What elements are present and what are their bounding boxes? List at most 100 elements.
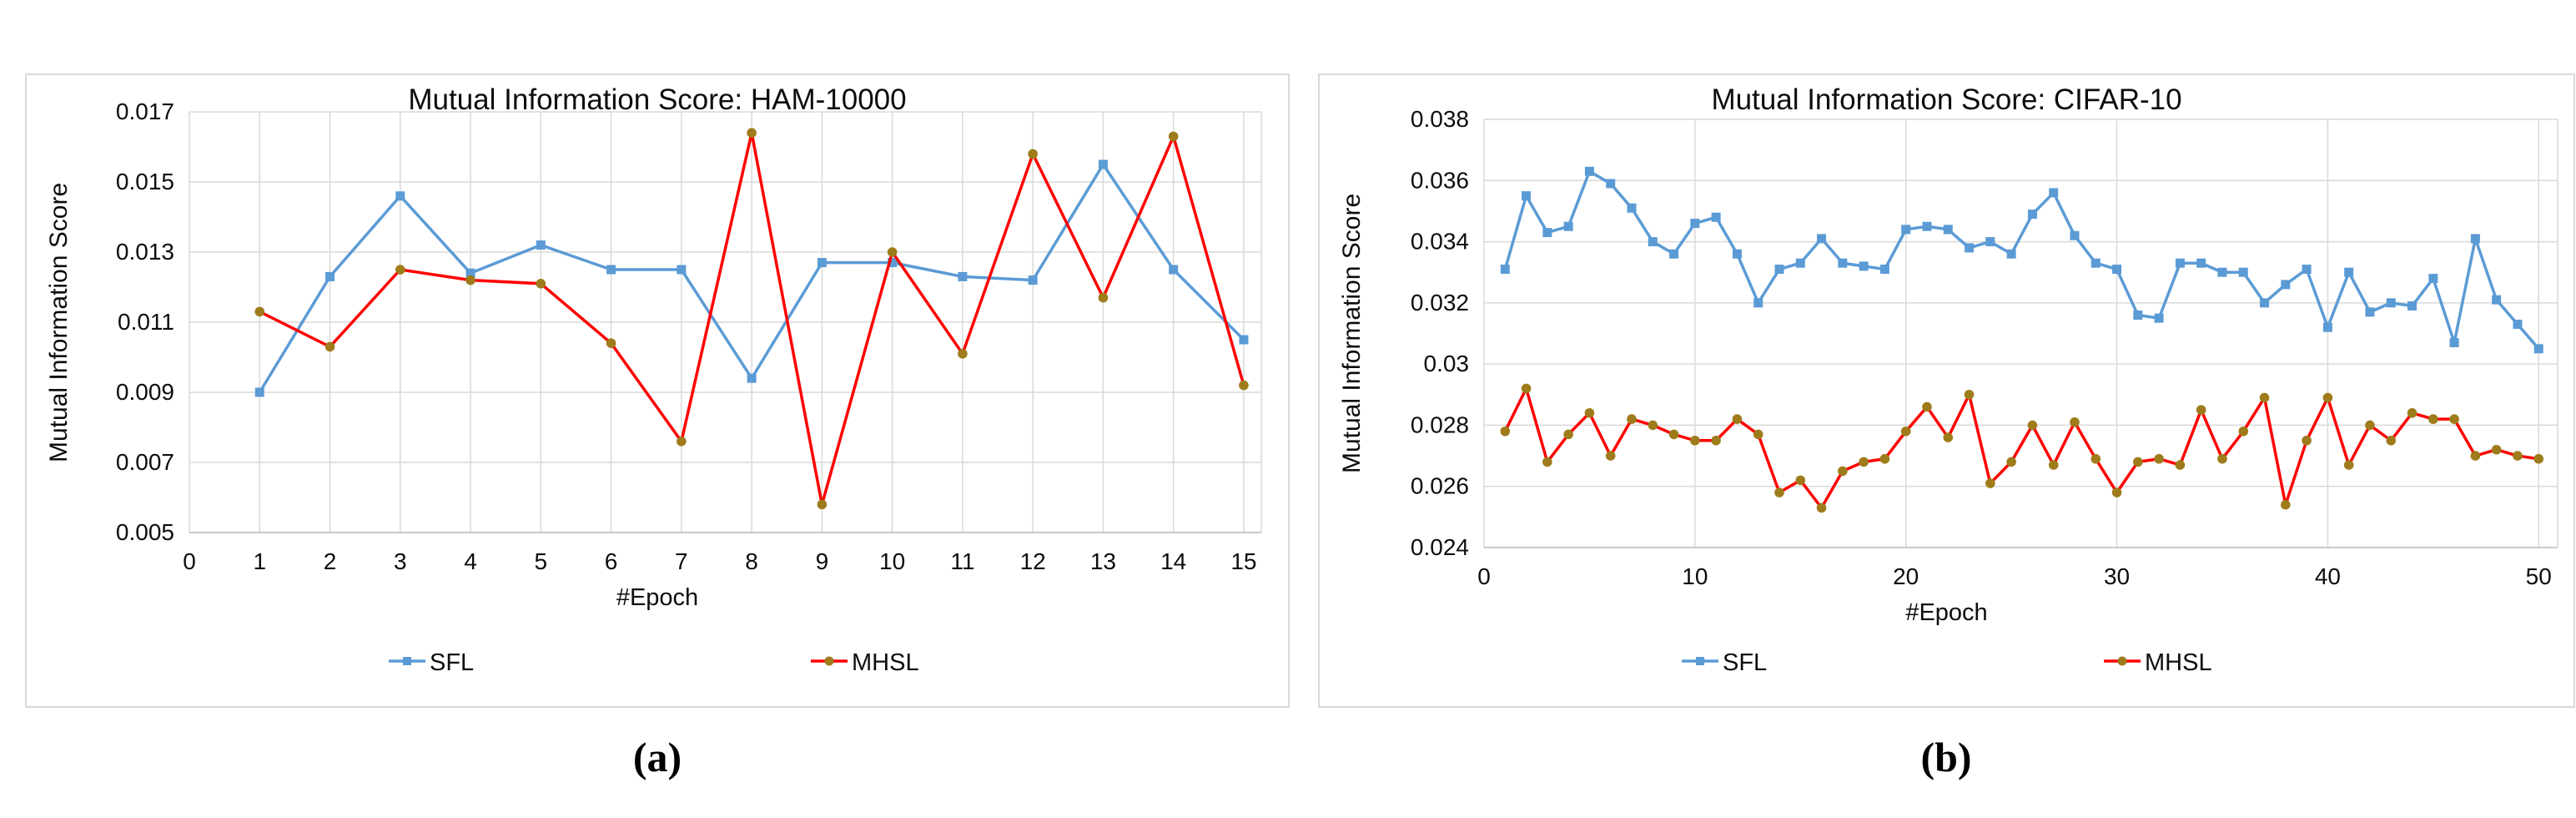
y-tick-label: 0.03 <box>1424 351 1470 376</box>
data-point <box>1711 212 1721 222</box>
y-tick-label: 0.005 <box>116 519 174 545</box>
data-point <box>1753 298 1763 308</box>
data-point <box>1732 249 1742 259</box>
y-tick-label: 0.017 <box>116 98 174 124</box>
x-tick-label: 6 <box>605 548 618 574</box>
data-point <box>2260 298 2270 308</box>
data-point <box>2322 392 2333 403</box>
data-point <box>2513 451 2523 461</box>
data-point <box>1584 166 1594 176</box>
chart-title: Mutual Information Score: CIFAR-10 <box>1711 83 2182 116</box>
sfl-series <box>254 159 1249 397</box>
data-point <box>1606 179 1616 189</box>
x-tick-label: 0 <box>183 548 196 574</box>
data-point <box>254 387 264 397</box>
mhsl-series <box>1500 383 2544 513</box>
y-tick-label: 0.026 <box>1411 473 1469 499</box>
y-axis-title: Mutual Information Score <box>45 182 73 462</box>
data-point <box>1669 249 1679 259</box>
data-point <box>2343 460 2354 470</box>
data-point <box>1239 335 1249 345</box>
data-point <box>2006 249 2016 259</box>
data-point <box>958 271 968 281</box>
data-point <box>1879 453 1890 464</box>
data-point <box>1500 426 1511 437</box>
data-point <box>1028 149 1038 159</box>
data-point <box>2365 420 2375 431</box>
data-point <box>2070 230 2080 240</box>
data-point <box>606 265 616 275</box>
data-point <box>606 338 616 349</box>
data-point <box>1542 457 1552 467</box>
data-point <box>1584 407 1595 418</box>
data-point <box>1169 265 1179 275</box>
data-point <box>2048 460 2059 470</box>
x-tick-label: 30 <box>2104 563 2130 589</box>
data-point <box>747 128 757 138</box>
data-point <box>2175 460 2186 470</box>
data-point <box>1028 275 1038 285</box>
data-point <box>1239 380 1249 391</box>
x-tick-label: 15 <box>1230 548 1256 574</box>
data-point <box>1816 502 1827 513</box>
data-point <box>2344 267 2354 277</box>
data-point <box>1859 261 1869 271</box>
data-point <box>2322 322 2332 332</box>
data-point <box>1985 237 1995 247</box>
data-point <box>465 275 475 285</box>
y-tick-label: 0.036 <box>1411 167 1469 193</box>
x-tick-label: 4 <box>464 548 477 574</box>
x-tick-labels: 0 1 2 3 4 5 6 7 8 9 10 11 12 13 14 15 <box>183 548 1256 574</box>
y-tick-label: 0.034 <box>1411 229 1469 255</box>
data-point <box>677 265 687 275</box>
data-point <box>2112 265 2122 275</box>
data-point <box>1563 221 1573 231</box>
data-point <box>1859 457 1869 467</box>
plot-frame <box>1483 119 2558 548</box>
data-point <box>254 306 265 317</box>
data-point <box>2386 298 2396 308</box>
data-point <box>2513 320 2523 330</box>
x-tick-label: 20 <box>1893 563 1919 589</box>
data-point <box>536 279 546 289</box>
data-point <box>677 437 687 447</box>
x-tick-label: 10 <box>879 548 905 574</box>
x-tick-label: 50 <box>2526 563 2552 589</box>
data-point <box>1668 429 1679 440</box>
x-tick-label: 3 <box>394 548 407 574</box>
data-point <box>1605 451 1616 461</box>
mhsl-series <box>254 128 1249 510</box>
data-point <box>465 268 475 278</box>
x-tick-label: 13 <box>1090 548 1116 574</box>
data-point <box>325 341 335 352</box>
y-tick-label: 0.024 <box>1411 534 1469 560</box>
gridlines <box>189 111 1261 533</box>
data-point <box>1522 191 1532 201</box>
data-point <box>1879 265 1889 275</box>
data-point <box>1711 435 1721 446</box>
x-tick-label: 14 <box>1160 548 1186 574</box>
data-point <box>2533 344 2543 354</box>
data-point <box>2533 453 2544 464</box>
x-tick-label: 2 <box>324 548 337 574</box>
x-tick-label: 11 <box>950 548 974 574</box>
data-point <box>747 373 757 383</box>
data-point <box>1563 429 1573 440</box>
data-point <box>1900 426 1911 437</box>
data-point <box>2217 453 2227 464</box>
data-point <box>2154 453 2164 464</box>
data-point <box>1753 429 1763 440</box>
data-point <box>2196 405 2206 415</box>
y-tick-labels: 0.024 0.026 0.028 0.03 0.032 0.034 0.036 0.038 <box>1411 106 1469 560</box>
sfl-series <box>1500 166 2543 354</box>
x-tick-label: 9 <box>816 548 829 574</box>
data-point <box>2449 337 2459 347</box>
data-point <box>1690 219 1700 229</box>
plot-area: 0.0240.0260.0280.030.0320.0340.0360.0380… <box>1411 106 2558 589</box>
data-point <box>1521 383 1532 394</box>
data-point <box>2238 426 2249 437</box>
data-point <box>2449 414 2459 424</box>
caption-b: (b) <box>1920 734 1972 780</box>
data-point <box>887 247 898 257</box>
